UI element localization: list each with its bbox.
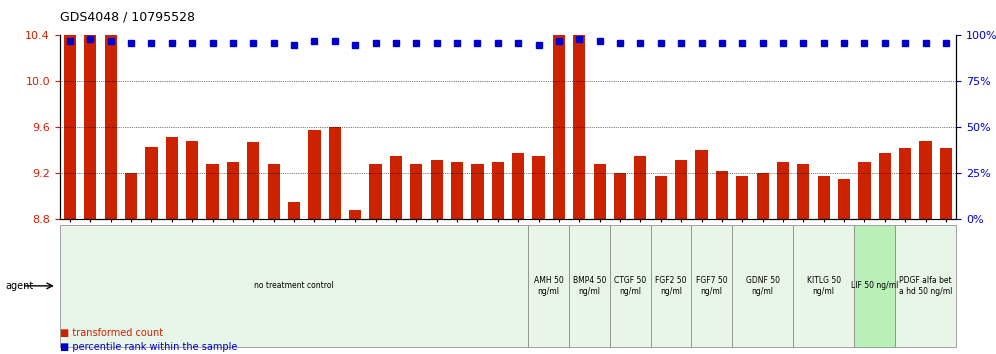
- Bar: [859, 162, 871, 219]
- Text: LIF 50 ng/ml: LIF 50 ng/ml: [851, 281, 898, 290]
- Bar: [797, 164, 810, 219]
- Bar: [777, 162, 789, 219]
- Bar: [757, 173, 769, 219]
- Text: BMP4 50
ng/ml: BMP4 50 ng/ml: [573, 276, 607, 296]
- Bar: [105, 0, 117, 219]
- Bar: [145, 147, 157, 219]
- Text: ■ percentile rank within the sample: ■ percentile rank within the sample: [60, 342, 237, 352]
- Text: FGF7 50
ng/ml: FGF7 50 ng/ml: [696, 276, 727, 296]
- Bar: [206, 164, 219, 219]
- Bar: [899, 148, 911, 219]
- Text: CTGF 50
ng/ml: CTGF 50 ng/ml: [615, 276, 646, 296]
- Bar: [512, 153, 524, 219]
- Bar: [675, 160, 687, 219]
- Bar: [940, 148, 952, 219]
- Bar: [268, 164, 280, 219]
- Bar: [716, 171, 728, 219]
- Text: KITLG 50
ng/ml: KITLG 50 ng/ml: [807, 276, 841, 296]
- Bar: [533, 156, 545, 219]
- Bar: [288, 202, 300, 219]
- Bar: [634, 156, 646, 219]
- Text: no treatment control: no treatment control: [254, 281, 334, 290]
- Bar: [227, 162, 239, 219]
- Bar: [736, 176, 748, 219]
- Text: PDGF alfa bet
a hd 50 ng/ml: PDGF alfa bet a hd 50 ng/ml: [899, 276, 952, 296]
- Bar: [818, 176, 830, 219]
- Bar: [878, 153, 891, 219]
- Bar: [553, 26, 565, 219]
- Bar: [654, 176, 667, 219]
- Bar: [614, 173, 626, 219]
- Bar: [329, 127, 341, 219]
- Bar: [695, 150, 707, 219]
- Bar: [451, 162, 463, 219]
- Bar: [165, 137, 178, 219]
- Bar: [349, 210, 362, 219]
- Bar: [309, 130, 321, 219]
- Bar: [64, 7, 76, 219]
- Text: GDS4048 / 10795528: GDS4048 / 10795528: [60, 11, 195, 24]
- Bar: [389, 156, 402, 219]
- Bar: [492, 162, 504, 219]
- Text: FGF2 50
ng/ml: FGF2 50 ng/ml: [655, 276, 686, 296]
- Bar: [186, 141, 198, 219]
- Bar: [410, 164, 422, 219]
- Bar: [594, 164, 606, 219]
- Text: GDNF 50
ng/ml: GDNF 50 ng/ml: [746, 276, 780, 296]
- Bar: [85, 0, 97, 219]
- Bar: [124, 173, 137, 219]
- Bar: [919, 141, 931, 219]
- Bar: [471, 164, 483, 219]
- Bar: [838, 179, 851, 219]
- Text: ■ transformed count: ■ transformed count: [60, 328, 163, 338]
- Text: agent: agent: [5, 281, 33, 291]
- Bar: [370, 164, 381, 219]
- Bar: [430, 160, 443, 219]
- Text: AMH 50
ng/ml: AMH 50 ng/ml: [534, 276, 564, 296]
- Bar: [573, 22, 586, 219]
- Bar: [247, 142, 259, 219]
